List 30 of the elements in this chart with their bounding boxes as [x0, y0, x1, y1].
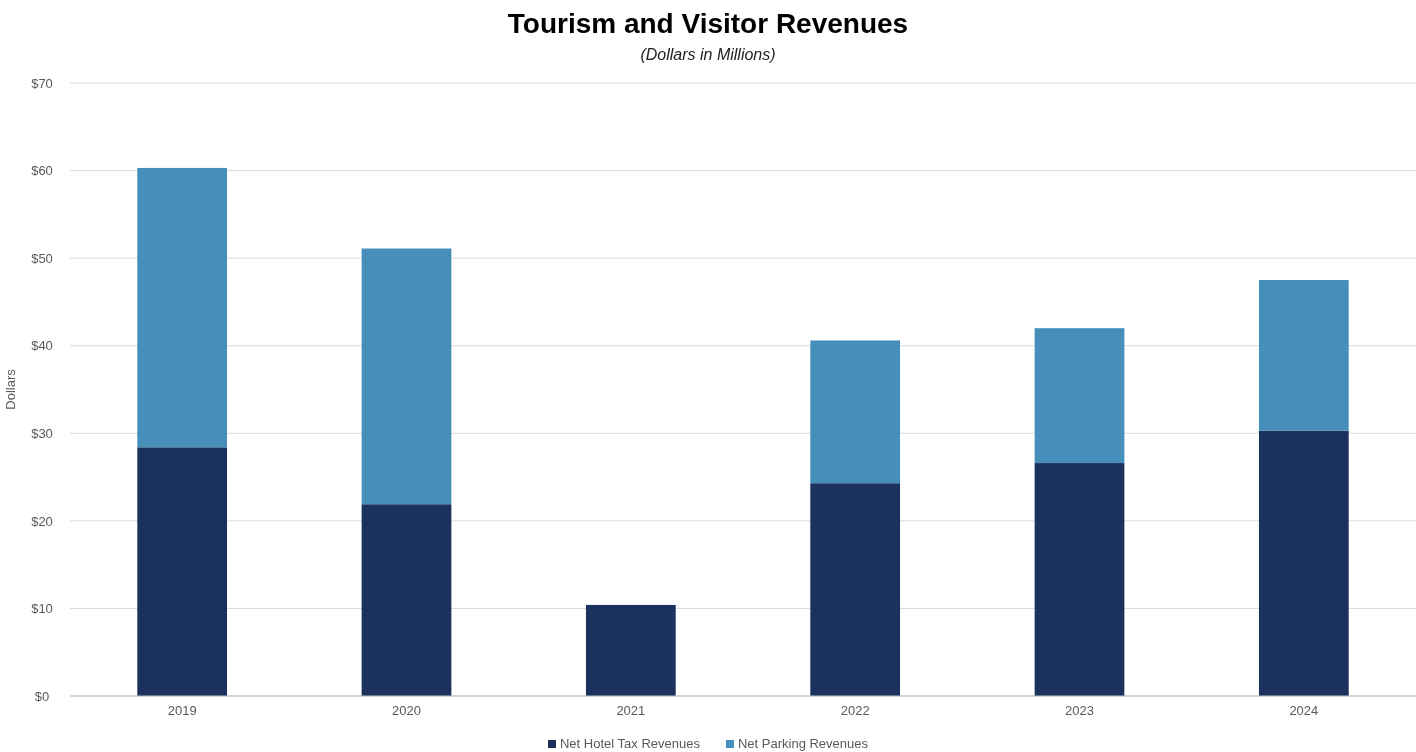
bar — [361, 248, 452, 505]
chart-title: Tourism and Visitor Revenues — [507, 8, 909, 39]
y-tick-label: $0 — [34, 688, 50, 704]
bar — [361, 504, 452, 696]
x-tick-label: 2022 — [840, 702, 870, 718]
bar — [810, 340, 901, 484]
y-tick-label: $50 — [31, 250, 53, 266]
bar — [137, 167, 228, 448]
x-tick-label: 2024 — [1289, 702, 1319, 718]
legend-label: Net Hotel Tax Revenues — [559, 736, 701, 751]
x-tick-label: 2023 — [1065, 702, 1094, 718]
y-tick-label: $30 — [31, 425, 53, 441]
x-tick-label: 2020 — [392, 702, 421, 718]
bar — [1258, 430, 1349, 696]
bar — [810, 483, 901, 696]
bar — [137, 447, 228, 696]
y-axis-title: Dollars — [3, 368, 18, 410]
x-tick-label: 2019 — [167, 702, 197, 718]
bar — [585, 604, 676, 696]
bar — [1034, 328, 1125, 464]
y-tick-label: $20 — [31, 513, 53, 529]
y-tick-label: $10 — [31, 601, 53, 617]
x-tick-label: 2021 — [616, 702, 646, 718]
y-tick-label: $70 — [31, 75, 53, 91]
legend-label: Net Parking Revenues — [737, 736, 869, 751]
y-tick-label: $60 — [31, 163, 53, 179]
bar — [1034, 463, 1125, 696]
bar — [1258, 280, 1349, 431]
chart-subtitle: (Dollars in Millions) — [640, 46, 776, 63]
y-tick-label: $40 — [31, 338, 53, 354]
